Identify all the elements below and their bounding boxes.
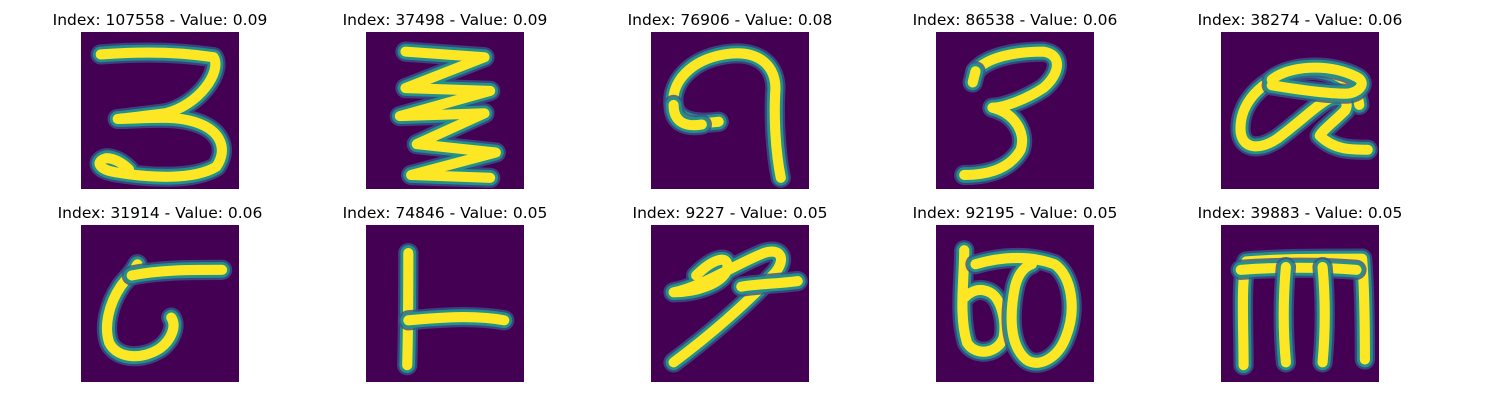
panel-9: Index: 92195 - Value: 0.05 bbox=[895, 203, 1135, 388]
digit-image bbox=[936, 32, 1094, 189]
digit-image bbox=[651, 225, 809, 382]
panel-title: Index: 38274 - Value: 0.06 bbox=[1197, 11, 1403, 29]
panel-8: Index: 9227 - Value: 0.05 bbox=[610, 203, 850, 388]
panel-3: Index: 76906 - Value: 0.08 bbox=[610, 10, 850, 195]
panel-title: Index: 107558 - Value: 0.09 bbox=[52, 11, 268, 29]
panel-1: Index: 107558 - Value: 0.09 bbox=[40, 10, 280, 195]
digit-image bbox=[651, 32, 809, 189]
panel-10: Index: 39883 - Value: 0.05 bbox=[1180, 203, 1420, 388]
digit-image bbox=[81, 32, 239, 189]
digit-image bbox=[366, 32, 524, 189]
panel-4: Index: 86538 - Value: 0.06 bbox=[895, 10, 1135, 195]
panel-title: Index: 9227 - Value: 0.05 bbox=[632, 204, 828, 222]
panel-5: Index: 38274 - Value: 0.06 bbox=[1180, 10, 1420, 195]
panel-title: Index: 86538 - Value: 0.06 bbox=[912, 11, 1118, 29]
digit-image bbox=[936, 225, 1094, 382]
panel-title: Index: 74846 - Value: 0.05 bbox=[342, 204, 548, 222]
panel-7: Index: 74846 - Value: 0.05 bbox=[325, 203, 565, 388]
digit-image bbox=[1221, 225, 1379, 382]
panel-6: Index: 31914 - Value: 0.06 bbox=[40, 203, 280, 388]
digit-image bbox=[366, 225, 524, 382]
panel-2: Index: 37498 - Value: 0.09 bbox=[325, 10, 565, 195]
digit-image bbox=[81, 225, 239, 382]
panel-title: Index: 39883 - Value: 0.05 bbox=[1197, 204, 1403, 222]
panel-title: Index: 37498 - Value: 0.09 bbox=[342, 11, 548, 29]
panel-title: Index: 76906 - Value: 0.08 bbox=[627, 11, 833, 29]
panel-title: Index: 31914 - Value: 0.06 bbox=[57, 204, 263, 222]
digit-image bbox=[1221, 32, 1379, 189]
panel-title: Index: 92195 - Value: 0.05 bbox=[912, 204, 1118, 222]
